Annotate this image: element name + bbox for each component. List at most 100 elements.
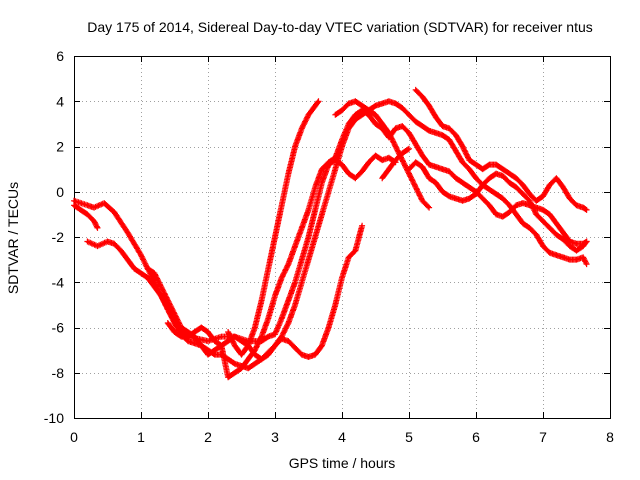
data-point	[522, 222, 524, 225]
data-point	[522, 184, 524, 186]
data-point	[341, 163, 343, 166]
data-point	[301, 281, 303, 284]
data-point	[481, 197, 484, 200]
data-point	[361, 104, 363, 107]
data-point	[307, 258, 310, 261]
data-point	[535, 200, 538, 202]
data-point	[421, 125, 424, 127]
data-point	[542, 209, 544, 211]
data-point	[475, 193, 477, 195]
data-point	[448, 127, 451, 130]
data-point	[528, 200, 531, 202]
data-point	[274, 333, 276, 336]
data-point	[334, 157, 337, 159]
data-point	[247, 358, 249, 360]
data-point	[321, 213, 323, 216]
data-point	[73, 200, 75, 202]
data-point	[495, 172, 497, 175]
data-point	[227, 331, 229, 333]
data-point	[314, 186, 317, 189]
data-point	[421, 166, 424, 168]
data-point	[582, 256, 584, 259]
data-point	[240, 367, 243, 370]
data-point	[234, 344, 236, 347]
data-point	[207, 340, 209, 342]
data-point	[448, 138, 451, 141]
y-tick-label: -10	[44, 410, 64, 426]
x-tick-label: 6	[472, 429, 480, 445]
x-tick-label: 1	[137, 429, 145, 445]
data-point	[133, 267, 136, 270]
x-axis-label: GPS time / hours	[289, 455, 396, 471]
series-track-7	[332, 98, 433, 211]
y-tick-label: 0	[56, 184, 64, 200]
data-point	[421, 154, 424, 157]
data-point	[468, 168, 471, 170]
y-axis: -10 -8 -6 -4 -2 0 2 4 6	[44, 48, 610, 426]
data-point	[448, 170, 451, 173]
data-point	[408, 168, 410, 170]
data-point	[280, 317, 283, 320]
data-point	[247, 344, 249, 347]
data-point	[153, 285, 156, 288]
data-point	[227, 376, 229, 379]
data-point	[334, 168, 337, 170]
data-point	[515, 186, 517, 189]
data-point	[435, 166, 437, 168]
data-point	[294, 145, 296, 148]
data-point	[347, 256, 350, 259]
data-point	[267, 267, 270, 270]
data-point	[455, 134, 457, 136]
data-point	[347, 102, 350, 105]
data-point	[267, 335, 270, 338]
data-point	[548, 213, 551, 216]
x-tick-label: 2	[204, 429, 212, 445]
data-point	[455, 197, 457, 200]
data-point	[542, 245, 544, 247]
data-point	[86, 213, 89, 216]
data-point	[495, 213, 497, 216]
data-point	[354, 249, 357, 252]
data-point	[381, 177, 384, 179]
data-point	[73, 204, 75, 207]
data-point	[167, 308, 169, 311]
data-point	[287, 172, 290, 175]
data-point	[374, 104, 377, 107]
data-point	[368, 109, 370, 112]
data-point	[535, 233, 538, 236]
data-point	[582, 245, 584, 247]
data-point	[140, 254, 142, 256]
data-point	[461, 161, 464, 164]
data-point	[307, 209, 310, 211]
data-point	[280, 204, 283, 207]
data-point	[93, 220, 95, 222]
data-point	[227, 358, 229, 360]
x-tick-label: 7	[539, 429, 547, 445]
data-point	[441, 168, 444, 170]
data-point	[341, 109, 343, 112]
data-point	[274, 344, 276, 347]
data-point	[508, 181, 511, 184]
data-point	[287, 340, 290, 342]
data-point	[575, 204, 578, 207]
data-point	[327, 190, 330, 193]
data-point	[334, 114, 337, 116]
data-point	[548, 252, 551, 254]
data-point	[173, 331, 176, 333]
data-point	[307, 356, 310, 358]
data-point	[354, 177, 357, 179]
data-point	[106, 240, 109, 243]
data-point	[569, 197, 571, 200]
y-tick-label: -2	[52, 229, 65, 245]
data-point	[441, 134, 444, 136]
data-point	[414, 143, 417, 146]
data-point	[140, 272, 142, 275]
data-point	[294, 304, 296, 306]
data-point	[455, 150, 457, 152]
data-point	[542, 220, 544, 222]
data-point	[435, 116, 437, 118]
data-point	[388, 100, 390, 103]
data-point	[361, 114, 363, 116]
data-point	[314, 209, 317, 211]
x-tick-label: 3	[271, 429, 279, 445]
